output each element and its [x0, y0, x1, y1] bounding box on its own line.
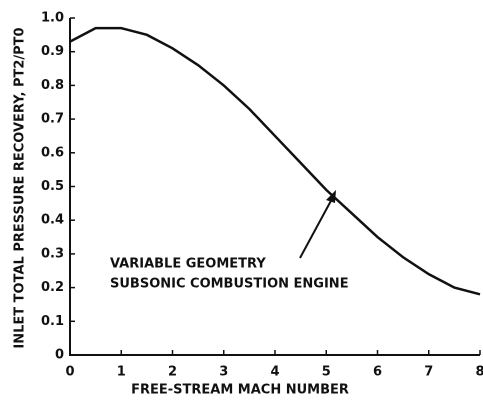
- y-tick-label: 1.0: [41, 11, 64, 26]
- y-axis-label: INLET TOTAL PRESSURE RECOVERY, PT2/PT0: [13, 27, 28, 348]
- y-tick-label: 0.1: [41, 314, 64, 329]
- x-tick-label: 7: [424, 365, 433, 380]
- annotation-arrow: [299, 196, 334, 259]
- y-tick-label: 0.9: [41, 44, 64, 59]
- annotation: SUBSONIC COMBUSTION ENGINE: [110, 277, 349, 292]
- y-tick-label: 0.4: [41, 213, 64, 228]
- x-tick-label: 6: [373, 365, 382, 380]
- x-tick-label: 2: [168, 365, 177, 380]
- x-tick-label: 8: [475, 365, 483, 380]
- y-tick-label: 0.2: [41, 280, 64, 295]
- y-tick-label: 0.7: [41, 112, 64, 127]
- y-tick-label: 0.3: [41, 246, 64, 261]
- y-tick-label: 0.6: [41, 145, 64, 160]
- x-tick-label: 1: [117, 365, 126, 380]
- annotation: VARIABLE GEOMETRY: [110, 257, 266, 272]
- x-tick-label: 0: [65, 365, 74, 380]
- x-axis-label: FREE-STREAM MACH NUMBER: [131, 383, 349, 398]
- data-line: [69, 26, 481, 296]
- y-tick-label: 0.8: [41, 78, 64, 93]
- y-tick-label: 0.5: [41, 179, 64, 194]
- x-tick-label: 5: [322, 365, 331, 380]
- y-tick-label: 0: [55, 348, 64, 363]
- x-tick-label: 3: [219, 365, 228, 380]
- x-tick-label: 4: [270, 365, 279, 380]
- arrow-head: [326, 190, 336, 203]
